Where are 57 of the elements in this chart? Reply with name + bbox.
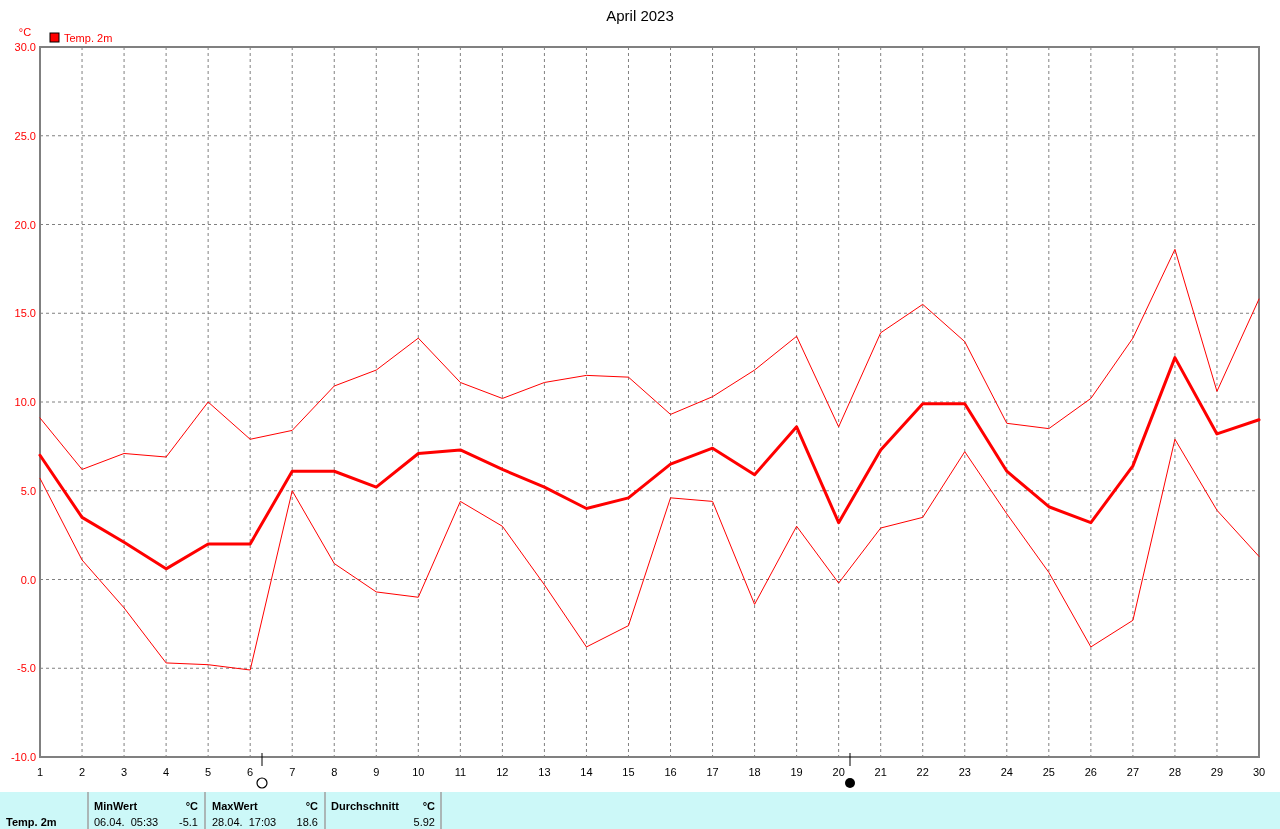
x-tick-label: 1: [36, 766, 44, 778]
text: 28.04. 17:03: [212, 816, 277, 828]
text: MinWert: [94, 800, 138, 812]
x-tick-label: 26: [1084, 766, 1097, 778]
y-tick-label: 0.0: [20, 573, 36, 586]
y-tick-label: 30.0: [14, 41, 36, 53]
x-tick-label: 6: [247, 766, 254, 778]
x-tick-label: 28: [1168, 766, 1182, 778]
y-tick-label: -10.0: [10, 751, 36, 763]
y-tick-label: 20.0: [14, 218, 36, 231]
y-axis-title: °C: [18, 26, 32, 38]
x-tick-label: 2: [78, 766, 86, 778]
x-tick-label: 23: [958, 766, 971, 778]
text: 5.92: [413, 816, 435, 828]
text: 18.6: [296, 816, 318, 828]
text: Temp. 2m: [6, 816, 57, 828]
x-tick-label: 9: [373, 766, 380, 778]
x-tick-label: 25: [1042, 766, 1055, 778]
legend-label: Temp. 2m: [64, 32, 113, 44]
x-tick-label: 14: [580, 766, 593, 778]
x-tick-label: 21: [874, 766, 887, 778]
x-tick-label: 27: [1126, 766, 1140, 778]
x-tick-label: 15: [622, 766, 635, 778]
x-tick-label: 4: [163, 766, 170, 778]
x-tick-label: 5: [205, 766, 212, 778]
x-tick-label: 10: [412, 766, 425, 778]
y-tick-label: -5.0: [17, 662, 36, 675]
text: Durchschnitt: [331, 800, 400, 812]
text: °C: [185, 800, 199, 812]
x-tick-label: 19: [790, 766, 803, 778]
x-tick-label: 24: [1000, 766, 1013, 778]
x-tick-label: 13: [538, 766, 551, 778]
text: °C: [422, 800, 436, 812]
x-tick-label: 12: [496, 766, 509, 778]
x-tick-label: 8: [331, 766, 338, 778]
text: 06.04. 05:33: [94, 816, 159, 828]
x-tick-label: 7: [289, 766, 296, 778]
text: MaxWert: [212, 800, 258, 812]
text: -5.1: [179, 816, 198, 828]
x-tick-label: 3: [121, 766, 128, 778]
x-tick-label: 22: [916, 766, 929, 778]
x-tick-label: 11: [454, 766, 467, 778]
x-tick-label: 17: [706, 766, 719, 778]
x-tick-label: 18: [748, 766, 761, 778]
line-series: [38, 356, 1261, 571]
y-tick-label: 15.0: [14, 307, 36, 320]
line-series: [39, 438, 1260, 671]
x-tick-label: 20: [832, 766, 845, 778]
x-tick-label: 29: [1210, 766, 1224, 778]
y-tick-label: 25.0: [14, 129, 36, 142]
line-series: [39, 248, 1260, 470]
y-tick-label: 5.0: [20, 484, 36, 497]
chart-title: April 2023: [606, 7, 674, 24]
text: °C: [305, 800, 319, 812]
x-tick-label: 30: [1252, 766, 1266, 778]
x-tick-label: 16: [664, 766, 677, 778]
y-tick-label: 10.0: [14, 396, 36, 408]
